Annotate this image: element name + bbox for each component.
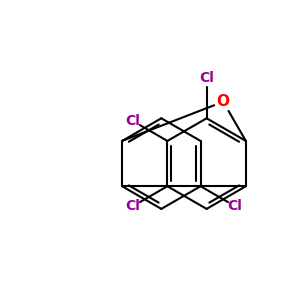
Text: Cl: Cl xyxy=(125,114,140,128)
Text: Cl: Cl xyxy=(199,71,214,85)
Text: O: O xyxy=(217,94,230,109)
Text: Cl: Cl xyxy=(125,199,140,213)
Text: Cl: Cl xyxy=(228,199,242,213)
